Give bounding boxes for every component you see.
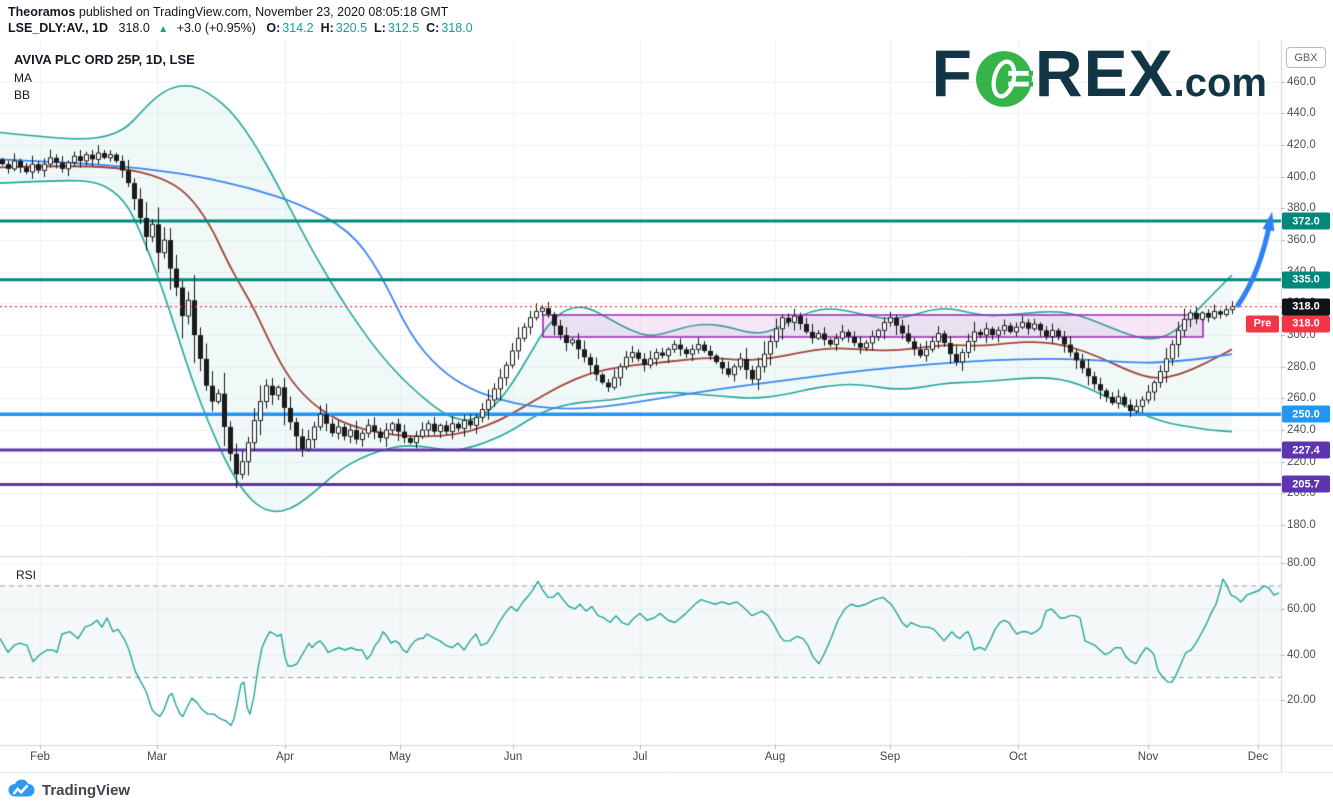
price-tick-label: 240.0: [1287, 424, 1316, 437]
price-tick-label: 460.0: [1287, 75, 1316, 88]
ohlc-values: O: 314.2 H: 320.5 L: 312.5 C: 318.0: [259, 21, 472, 35]
price-badge: 318.0: [1282, 315, 1330, 333]
price-badge: 372.0: [1282, 212, 1330, 230]
rsi-label[interactable]: RSI: [16, 568, 37, 582]
forex-o-icon: [975, 51, 1033, 107]
ohlc-value: 318.0: [441, 21, 473, 35]
price-tick-label: 360.0: [1287, 234, 1316, 247]
symbol-header: LSE_DLY:AV., 1D 318.0 ▲ +3.0 (+0.95%) O:…: [8, 21, 473, 35]
ohlc-value: 320.5: [335, 21, 368, 35]
price-tick-label: 400.0: [1287, 170, 1316, 183]
rsi-tick-label: 80.00: [1287, 557, 1316, 569]
price-tick-label: 440.0: [1287, 107, 1316, 120]
rsi-tick-label: 60.00: [1287, 602, 1316, 615]
price-tick-label: 420.0: [1287, 139, 1316, 152]
month-label: Oct: [1009, 751, 1027, 763]
ohlc-label: C:: [426, 21, 440, 35]
price-tick-label: 280.0: [1287, 360, 1316, 373]
publish-header: Theoramos published on TradingView.com, …: [8, 5, 448, 19]
price-badge: 318.0: [1282, 298, 1330, 316]
price-badge: 205.7: [1282, 475, 1330, 493]
month-label: Aug: [764, 751, 786, 763]
tradingview-attribution[interactable]: TradingView: [8, 779, 130, 802]
month-label: Apr: [276, 751, 294, 763]
price-change: +3.0 (+0.95%): [176, 21, 256, 35]
forex-letters-rex: REX: [1034, 36, 1174, 110]
ohlc-label: H:: [320, 21, 334, 35]
publish-info: published on TradingView.com, November 2…: [75, 5, 449, 19]
forex-letter-f: F: [931, 36, 973, 110]
rsi-tick-label: 40.00: [1287, 648, 1316, 661]
ohlc-label: O:: [266, 21, 281, 35]
symbol-name: LSE_DLY:AV., 1D: [8, 21, 109, 35]
last-price: 318.0: [118, 21, 150, 35]
symbol-title[interactable]: AVIVA PLC ORD 25P, 1D, LSE: [14, 52, 195, 67]
price-badge: 250.0: [1282, 405, 1330, 423]
forex-dotcom: .com: [1173, 61, 1267, 105]
indicator-ma[interactable]: MA: [14, 71, 32, 85]
ohlc-value: 314.2: [282, 21, 314, 35]
chart-legend: AVIVA PLC ORD 25P, 1D, LSE MA BB: [14, 52, 195, 104]
month-label: Mar: [147, 751, 167, 763]
month-label: Feb: [30, 751, 50, 763]
premarket-badge: Pre: [1246, 315, 1279, 333]
up-arrow-icon: ▲: [158, 24, 169, 35]
month-label: Dec: [1247, 751, 1269, 763]
author-name: Theoramos: [8, 5, 76, 19]
price-tick-label: 220.0: [1287, 455, 1316, 468]
month-label: May: [389, 751, 411, 763]
rsi-tick-label: 20.00: [1287, 694, 1316, 707]
price-tick-label: 380.0: [1287, 202, 1316, 215]
indicator-bb[interactable]: BB: [14, 88, 31, 102]
month-label: Jun: [503, 751, 523, 763]
month-label: Nov: [1137, 751, 1159, 763]
month-label: Sep: [879, 751, 901, 763]
price-tick-label: 180.0: [1287, 519, 1316, 532]
price-tick-label: 300.0: [1287, 329, 1316, 342]
currency-badge[interactable]: GBX: [1286, 47, 1326, 68]
tradingview-wordmark: TradingView: [42, 782, 131, 799]
ohlc-value: 312.5: [387, 21, 420, 35]
price-badge: 335.0: [1282, 271, 1330, 289]
price-badge: 227.4: [1282, 441, 1330, 459]
tradingview-icon: [8, 779, 35, 797]
forex-watermark: F REX .com: [931, 36, 1267, 110]
ohlc-label: L:: [374, 21, 386, 35]
month-label: Jul: [632, 751, 648, 763]
price-tick-label: 260.0: [1287, 392, 1316, 405]
